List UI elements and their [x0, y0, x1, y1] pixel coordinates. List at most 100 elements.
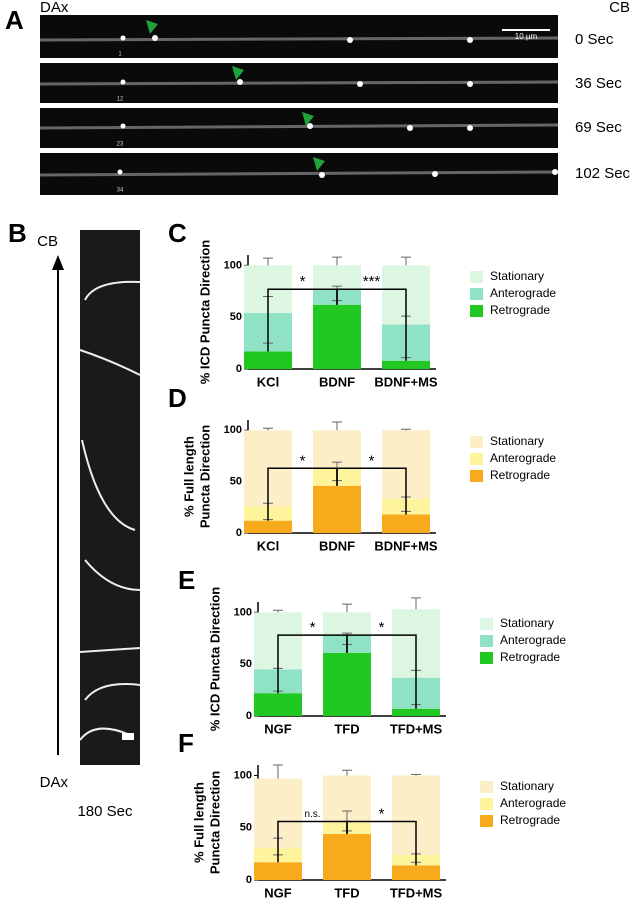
- bar-segment: [392, 708, 440, 716]
- legend-label: Retrograde: [490, 303, 550, 317]
- y-axis-title: % ICD Puncta Direction: [207, 587, 222, 732]
- y-tick-label: 100: [234, 769, 252, 781]
- x-tick-label: BDNF: [319, 374, 355, 389]
- bar-segment: [313, 265, 361, 290]
- error-bar: [401, 428, 411, 431]
- right-label: CB: [609, 0, 630, 16]
- y-tick-label: 100: [234, 606, 252, 618]
- panel-label: C: [168, 218, 187, 248]
- frame-number: 12: [117, 97, 124, 103]
- error-bar: [263, 427, 273, 431]
- legend-swatch: [470, 453, 483, 465]
- significance-bracket: [336, 467, 407, 515]
- significance-label: *: [300, 273, 306, 290]
- y-tick-label: 100: [224, 259, 242, 271]
- error-bar: [411, 773, 421, 776]
- legend-label: Anterograde: [500, 796, 566, 810]
- panel-label: E: [178, 565, 195, 595]
- legend-swatch: [480, 618, 493, 630]
- bar-segment: [323, 834, 371, 880]
- y-axis-title: Puncta Direction: [207, 771, 222, 874]
- x-tick-label: TFD: [334, 721, 359, 736]
- legend-label: Stationary: [490, 269, 544, 283]
- significance-bracket: [346, 820, 417, 866]
- significance-label: *: [310, 619, 316, 636]
- bar-segment: [382, 514, 430, 533]
- error-bar: [342, 769, 352, 776]
- scale-bar-label: 10 µm: [515, 32, 538, 41]
- significance-label: *: [369, 452, 375, 469]
- error-bar: [411, 597, 421, 610]
- significance-bracket: [346, 634, 417, 709]
- significance-label: *: [379, 805, 385, 822]
- frame-number: 23: [117, 142, 124, 148]
- y-tick-label: 0: [246, 874, 252, 886]
- legend-label: Retrograde: [500, 813, 560, 827]
- time-label: 0 Sec: [575, 31, 614, 48]
- significance-label: *: [379, 619, 385, 636]
- left-label: DAx: [40, 0, 69, 16]
- x-tick-label: NGF: [264, 721, 292, 736]
- micrographs: [39, 15, 559, 195]
- x-tick-label: TFD+MS: [390, 721, 443, 736]
- time-label: 102 Sec: [575, 165, 631, 182]
- bar-segment: [254, 693, 302, 716]
- y-tick-label: 50: [230, 476, 242, 488]
- bar-segment: [313, 304, 361, 369]
- error-bar: [273, 764, 283, 779]
- top-label: CB: [37, 233, 58, 250]
- significance-label: n.s.: [304, 809, 320, 820]
- y-tick-label: 0: [236, 527, 242, 539]
- y-tick-label: 50: [230, 311, 242, 323]
- error-bar: [332, 421, 342, 431]
- y-tick-label: 50: [240, 658, 252, 670]
- x-tick-label: NGF: [264, 885, 292, 900]
- legend-label: Stationary: [500, 616, 554, 630]
- bar-segment: [382, 360, 430, 369]
- legend-swatch: [480, 635, 493, 647]
- x-tick-label: TFD+MS: [390, 885, 443, 900]
- significance-bracket: [336, 288, 407, 361]
- bar-segment: [323, 652, 371, 716]
- legend-label: Stationary: [500, 779, 554, 793]
- legend-swatch: [470, 305, 483, 317]
- bar-segment: [392, 865, 440, 880]
- legend-swatch: [480, 815, 493, 827]
- y-axis-title: % Full length: [181, 436, 196, 517]
- bar-segment: [244, 351, 292, 369]
- legend-label: Retrograde: [490, 468, 550, 482]
- bar-segment: [254, 862, 302, 880]
- legend-label: Stationary: [490, 434, 544, 448]
- time-label: 69 Sec: [575, 119, 622, 136]
- x-tick-label: KCl: [257, 374, 279, 389]
- significance-label: *: [300, 452, 306, 469]
- error-bar: [332, 256, 342, 266]
- legend-swatch: [470, 271, 483, 283]
- y-tick-label: 0: [246, 710, 252, 722]
- time-label: 36 Sec: [575, 75, 622, 92]
- kymograph: [52, 230, 141, 765]
- frame-number: 34: [117, 188, 124, 194]
- legend-swatch: [480, 652, 493, 664]
- panel-label: B: [8, 218, 27, 248]
- bar-segment: [323, 612, 371, 636]
- y-tick-label: 50: [240, 822, 252, 834]
- x-tick-label: KCl: [257, 538, 279, 553]
- error-bar: [401, 256, 411, 266]
- y-tick-label: 100: [224, 424, 242, 436]
- y-axis-title: % Full length: [191, 782, 206, 863]
- panel-label: F: [178, 728, 194, 758]
- y-axis-title: % ICD Puncta Direction: [197, 240, 212, 385]
- bar-segment: [313, 485, 361, 533]
- panel-label: A: [5, 5, 24, 35]
- error-bar: [342, 603, 352, 613]
- error-bar: [263, 257, 273, 266]
- x-tick-label: BDNF: [319, 538, 355, 553]
- bar-segment: [244, 520, 292, 533]
- legend-swatch: [480, 781, 493, 793]
- error-bar: [273, 609, 283, 613]
- legend-label: Anterograde: [500, 633, 566, 647]
- error-bar: [332, 461, 342, 469]
- significance-label: ***: [363, 273, 381, 290]
